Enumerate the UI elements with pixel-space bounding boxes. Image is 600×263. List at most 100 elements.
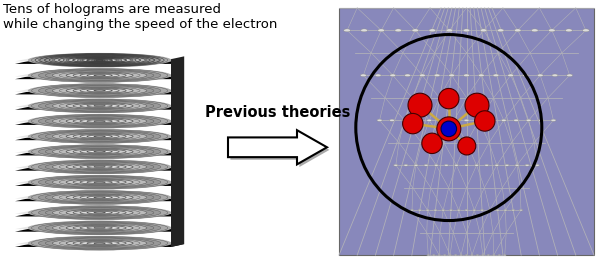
Circle shape: [465, 255, 468, 256]
Circle shape: [478, 74, 484, 77]
Polygon shape: [15, 76, 184, 79]
Ellipse shape: [53, 162, 146, 171]
Circle shape: [395, 29, 401, 32]
Polygon shape: [15, 135, 184, 138]
Circle shape: [414, 119, 419, 122]
Ellipse shape: [28, 205, 172, 220]
Circle shape: [361, 74, 367, 77]
Polygon shape: [15, 226, 184, 229]
Ellipse shape: [89, 227, 110, 229]
Circle shape: [519, 209, 523, 211]
Ellipse shape: [28, 190, 172, 205]
Polygon shape: [15, 61, 184, 64]
Text: Tens of holograms are measured
while changing the speed of the electron: Tens of holograms are measured while cha…: [3, 3, 277, 31]
Circle shape: [515, 164, 519, 166]
Ellipse shape: [28, 99, 172, 113]
Ellipse shape: [80, 58, 119, 62]
Circle shape: [464, 209, 469, 211]
Ellipse shape: [53, 132, 146, 141]
Ellipse shape: [458, 137, 476, 155]
Circle shape: [552, 74, 558, 77]
Ellipse shape: [28, 129, 172, 144]
Circle shape: [496, 209, 499, 211]
Ellipse shape: [80, 195, 119, 199]
Circle shape: [432, 255, 435, 256]
Ellipse shape: [89, 196, 110, 198]
Ellipse shape: [28, 221, 172, 235]
Circle shape: [361, 29, 368, 32]
Text: Previous theories: Previous theories: [205, 105, 350, 120]
Ellipse shape: [80, 165, 119, 169]
Circle shape: [537, 74, 543, 77]
Circle shape: [404, 74, 410, 77]
Circle shape: [501, 119, 506, 122]
Circle shape: [525, 164, 529, 166]
Circle shape: [463, 74, 470, 77]
Circle shape: [418, 209, 422, 211]
Ellipse shape: [80, 211, 119, 215]
Ellipse shape: [80, 226, 119, 230]
Circle shape: [426, 209, 430, 211]
Ellipse shape: [89, 166, 110, 168]
Ellipse shape: [28, 160, 172, 174]
Polygon shape: [15, 196, 184, 199]
Circle shape: [484, 164, 489, 166]
Polygon shape: [15, 120, 184, 122]
Polygon shape: [15, 59, 184, 61]
Ellipse shape: [67, 118, 132, 124]
Circle shape: [404, 164, 408, 166]
Circle shape: [434, 209, 437, 211]
Ellipse shape: [38, 176, 161, 188]
Ellipse shape: [80, 150, 119, 154]
Ellipse shape: [53, 86, 146, 95]
Ellipse shape: [422, 133, 442, 154]
Circle shape: [446, 29, 453, 32]
Polygon shape: [230, 133, 329, 167]
Polygon shape: [15, 214, 184, 216]
Circle shape: [503, 209, 507, 211]
Circle shape: [438, 255, 440, 256]
Circle shape: [412, 29, 419, 32]
Circle shape: [375, 74, 381, 77]
Circle shape: [449, 209, 453, 211]
Ellipse shape: [38, 206, 161, 219]
Polygon shape: [228, 130, 327, 164]
Ellipse shape: [80, 73, 119, 77]
Circle shape: [480, 209, 484, 211]
Circle shape: [470, 255, 473, 256]
Ellipse shape: [475, 111, 495, 131]
Circle shape: [442, 209, 445, 211]
Circle shape: [532, 29, 538, 32]
Circle shape: [378, 29, 385, 32]
Ellipse shape: [80, 180, 119, 184]
Polygon shape: [15, 165, 184, 168]
Circle shape: [475, 164, 479, 166]
Circle shape: [394, 164, 398, 166]
Circle shape: [454, 255, 457, 256]
Ellipse shape: [437, 117, 461, 141]
Ellipse shape: [89, 151, 110, 153]
Ellipse shape: [28, 114, 172, 128]
Circle shape: [535, 164, 539, 166]
Polygon shape: [15, 150, 184, 153]
Circle shape: [449, 74, 455, 77]
Ellipse shape: [80, 241, 119, 245]
Circle shape: [493, 74, 499, 77]
Circle shape: [463, 29, 470, 32]
Circle shape: [377, 119, 382, 122]
Ellipse shape: [89, 105, 110, 107]
Circle shape: [523, 74, 529, 77]
Circle shape: [514, 119, 519, 122]
Polygon shape: [15, 168, 184, 171]
Circle shape: [429, 29, 436, 32]
Ellipse shape: [38, 222, 161, 234]
Ellipse shape: [28, 236, 172, 250]
Ellipse shape: [89, 120, 110, 122]
Ellipse shape: [80, 119, 119, 123]
Polygon shape: [15, 244, 184, 247]
Polygon shape: [15, 74, 184, 77]
Ellipse shape: [38, 191, 161, 204]
Circle shape: [493, 255, 495, 256]
Circle shape: [548, 29, 555, 32]
Circle shape: [434, 164, 439, 166]
